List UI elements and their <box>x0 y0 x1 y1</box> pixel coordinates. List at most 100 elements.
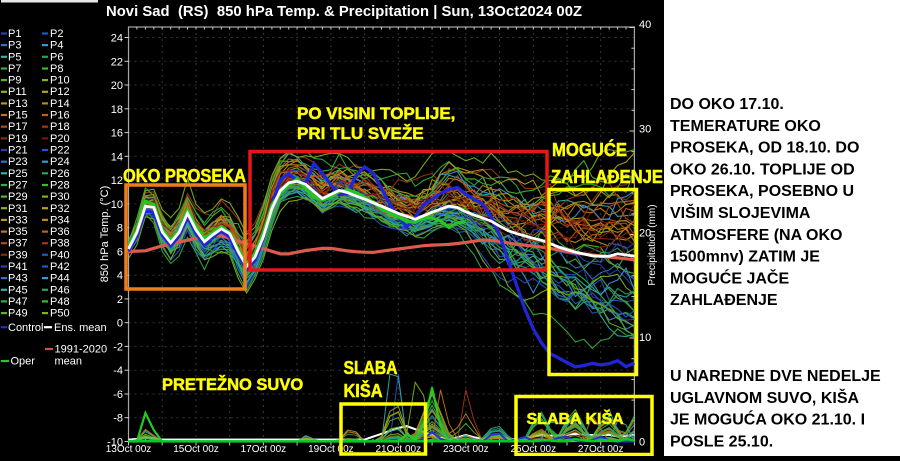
svg-text:P24: P24 <box>50 156 70 168</box>
svg-text:P33: P33 <box>8 214 28 226</box>
svg-text:20: 20 <box>639 228 651 240</box>
svg-text:KIŠA: KIŠA <box>344 380 383 401</box>
svg-text:-4: -4 <box>113 365 123 377</box>
svg-text:P29: P29 <box>8 191 28 203</box>
svg-text:17Oct 00z: 17Oct 00z <box>241 444 287 455</box>
svg-text:UGLAVNOM SUVO, KIŠA: UGLAVNOM SUVO, KIŠA <box>670 388 859 407</box>
svg-text:24: 24 <box>111 33 123 45</box>
svg-text:4: 4 <box>117 270 123 282</box>
svg-text:16: 16 <box>111 128 123 140</box>
svg-text:0: 0 <box>117 318 123 330</box>
svg-text:PRI TLU SVEŽE: PRI TLU SVEŽE <box>297 124 424 143</box>
svg-text:8: 8 <box>117 223 123 235</box>
svg-text:TEMERATURE OKO: TEMERATURE OKO <box>670 118 821 135</box>
svg-text:-2: -2 <box>113 341 123 353</box>
svg-text:Ens. mean: Ens. mean <box>54 322 107 334</box>
svg-text:P37: P37 <box>8 238 28 250</box>
svg-text:23Oct 00z: 23Oct 00z <box>443 444 489 455</box>
svg-text:0: 0 <box>639 437 645 449</box>
svg-text:P19: P19 <box>8 133 28 145</box>
svg-text:P32: P32 <box>50 203 70 215</box>
svg-text:15Oct 00z: 15Oct 00z <box>173 444 219 455</box>
svg-text:12: 12 <box>111 175 123 187</box>
svg-text:MOGUĆE JAČE: MOGUĆE JAČE <box>670 268 789 287</box>
svg-text:DO OKO 17.10.: DO OKO 17.10. <box>670 96 784 113</box>
svg-text:P4: P4 <box>50 40 63 52</box>
svg-text:P11: P11 <box>8 86 27 98</box>
svg-text:OKO PROSEKA: OKO PROSEKA <box>123 165 246 186</box>
svg-text:PROSEKA, POSEBNO U: PROSEKA, POSEBNO U <box>670 183 854 200</box>
svg-text:P14: P14 <box>50 98 70 110</box>
svg-text:P38: P38 <box>50 238 70 250</box>
svg-text:P22: P22 <box>50 145 70 157</box>
svg-text:P44: P44 <box>50 273 70 285</box>
svg-text:P15: P15 <box>8 110 28 122</box>
svg-text:P40: P40 <box>50 249 70 261</box>
svg-text:POSLE 25.10.: POSLE 25.10. <box>670 433 773 450</box>
svg-text:P39: P39 <box>8 249 28 261</box>
svg-text:27Oct 00z: 27Oct 00z <box>578 444 624 455</box>
svg-text:P35: P35 <box>8 226 28 238</box>
svg-text:2: 2 <box>117 294 123 306</box>
svg-text:P43: P43 <box>8 273 28 285</box>
svg-text:6: 6 <box>117 246 123 258</box>
svg-text:P50: P50 <box>50 308 70 320</box>
svg-text:ZAHLAĐENJE: ZAHLAĐENJE <box>551 167 663 187</box>
svg-text:P49: P49 <box>8 308 28 320</box>
svg-text:21Oct 00z: 21Oct 00z <box>376 444 422 455</box>
svg-text:P23: P23 <box>8 156 28 168</box>
svg-text:P3: P3 <box>8 40 21 52</box>
svg-text:P16: P16 <box>50 110 70 122</box>
svg-text:-8: -8 <box>113 413 123 425</box>
svg-text:10: 10 <box>111 199 123 211</box>
svg-text:P17: P17 <box>8 121 28 133</box>
svg-text:1500mnv) ZATIM JE: 1500mnv) ZATIM JE <box>670 249 820 266</box>
svg-text:19Oct 00z: 19Oct 00z <box>308 444 354 455</box>
svg-text:P45: P45 <box>8 284 28 296</box>
svg-text:Oper: Oper <box>11 356 36 368</box>
svg-text:P31: P31 <box>8 203 28 215</box>
svg-text:P20: P20 <box>50 133 70 145</box>
svg-text:P36: P36 <box>50 226 70 238</box>
svg-text:1991-2020: 1991-2020 <box>55 344 108 356</box>
svg-text:10: 10 <box>639 332 651 344</box>
svg-text:P12: P12 <box>50 86 70 98</box>
svg-text:P41: P41 <box>8 261 28 273</box>
svg-text:25Oct 00z: 25Oct 00z <box>511 444 557 455</box>
svg-text:P6: P6 <box>50 51 63 63</box>
svg-text:SLABA KIŠA: SLABA KIŠA <box>527 409 625 428</box>
svg-text:ZAHLAĐENJE: ZAHLAĐENJE <box>670 292 778 309</box>
svg-text:U NAREDNE DVE NEDELJE: U NAREDNE DVE NEDELJE <box>670 368 881 385</box>
svg-text:VIŠIM SLOJEVIMA: VIŠIM SLOJEVIMA <box>670 203 811 222</box>
svg-text:P26: P26 <box>50 168 70 180</box>
svg-text:JE MOGUĆA OKO 21.10. I: JE MOGUĆA OKO 21.10. I <box>670 410 865 429</box>
svg-text:14: 14 <box>111 151 123 163</box>
svg-text:P10: P10 <box>50 75 70 87</box>
svg-text:P47: P47 <box>8 296 28 308</box>
svg-text:22: 22 <box>111 56 123 68</box>
svg-text:P5: P5 <box>8 51 21 63</box>
svg-text:P34: P34 <box>50 214 70 226</box>
svg-text:Control: Control <box>8 322 43 334</box>
svg-text:P2: P2 <box>50 28 63 40</box>
svg-text:20: 20 <box>111 80 123 92</box>
svg-text:P42: P42 <box>50 261 70 273</box>
svg-text:P9: P9 <box>8 75 21 87</box>
svg-text:MOGUĆE: MOGUĆE <box>552 139 627 160</box>
svg-text:18: 18 <box>111 104 123 116</box>
svg-text:Novi Sad (RS) 850 hPa Temp.: Novi Sad (RS) 850 hPa Temp. & Precipitat… <box>106 4 582 20</box>
svg-text:P28: P28 <box>50 180 70 192</box>
svg-text:mean: mean <box>55 356 83 368</box>
svg-text:40: 40 <box>639 19 651 31</box>
svg-text:P18: P18 <box>50 121 70 133</box>
svg-text:P46: P46 <box>50 284 70 296</box>
svg-text:Precipitation (mm): Precipitation (mm) <box>647 204 658 285</box>
svg-text:P8: P8 <box>50 63 63 75</box>
svg-text:P13: P13 <box>8 98 28 110</box>
svg-text:SLABA: SLABA <box>344 358 398 378</box>
svg-text:P30: P30 <box>50 191 70 203</box>
svg-text:30: 30 <box>639 123 651 135</box>
svg-text:P27: P27 <box>8 180 28 192</box>
svg-text:P25: P25 <box>8 168 28 180</box>
svg-text:OKO 26.10. TOPLIJE OD: OKO 26.10. TOPLIJE OD <box>670 161 855 178</box>
